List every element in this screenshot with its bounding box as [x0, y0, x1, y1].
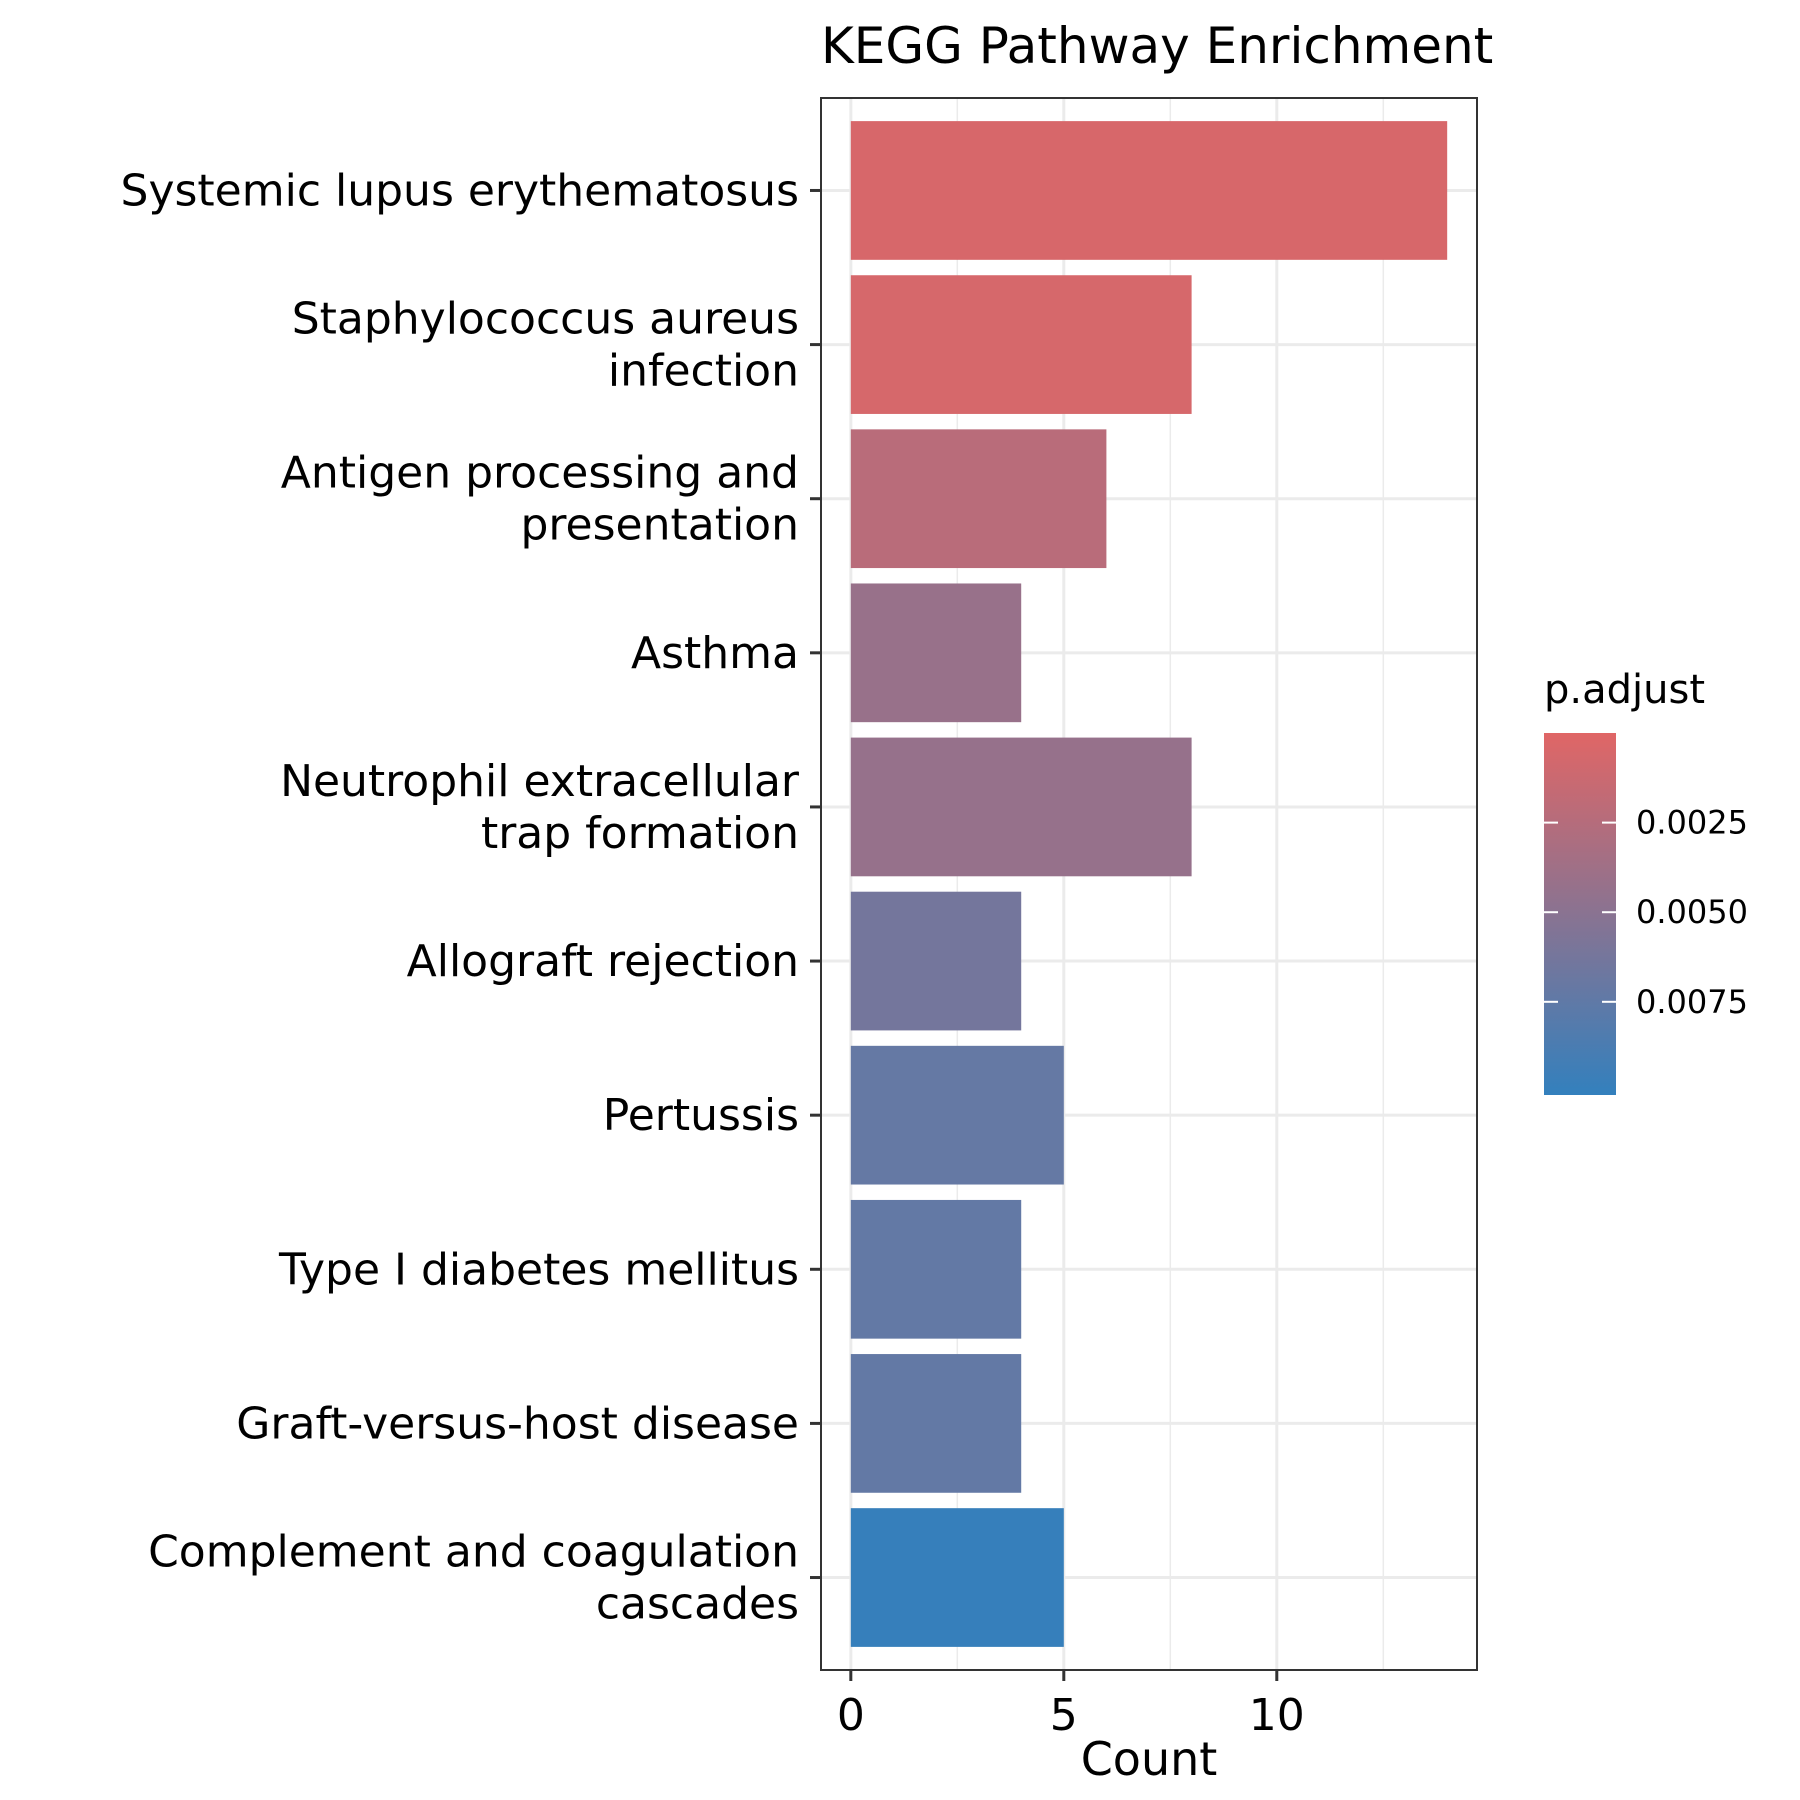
- y-tick-label: Neutrophil extracellular trap formation: [280, 756, 800, 859]
- bar: [850, 1354, 1022, 1493]
- chart-title: KEGG Pathway Enrichment: [821, 17, 1493, 75]
- bar: [850, 1045, 1064, 1185]
- legend-tick-label: 0.0075: [1636, 983, 1748, 1021]
- x-tick-label: 0: [837, 1690, 865, 1741]
- x-axis-title: Count: [1081, 1732, 1218, 1786]
- bar: [850, 429, 1107, 569]
- y-tick-label: Pertussis: [603, 1090, 799, 1141]
- y-tick-label: Systemic lupus erythematosus: [121, 165, 799, 216]
- y-tick-label: Asthma: [631, 628, 799, 679]
- y-tick-label: Graft-versus-host disease: [236, 1398, 799, 1449]
- bar: [850, 583, 1022, 723]
- bar: [850, 1199, 1022, 1339]
- y-tick-label: Complement and coagulation cascades: [148, 1527, 799, 1630]
- bars: [850, 121, 1448, 1647]
- plot-border: [820, 97, 1478, 1671]
- colorbar-legend: p.adjust 0.0025 0.0050 0.0075: [1544, 667, 1748, 1095]
- legend-colorbar: [1544, 733, 1616, 1095]
- legend-title: p.adjust: [1544, 667, 1705, 713]
- y-tick-label: Allograft rejection: [407, 936, 799, 987]
- y-axis: Systemic lupus erythematosus Staphylococc…: [121, 165, 821, 1630]
- legend-tick-label: 0.0025: [1636, 804, 1748, 842]
- bar: [850, 891, 1022, 1031]
- y-tick-label: Type I diabetes mellitus: [278, 1244, 799, 1295]
- y-tick-label: Staphylococcus aureus infection: [292, 294, 799, 397]
- x-axis: 0 5 10: [837, 1670, 1305, 1741]
- legend-tick-label: 0.0050: [1636, 893, 1748, 931]
- legend-ticks: 0.0025 0.0050 0.0075: [1544, 804, 1748, 1021]
- bar: [850, 1508, 1064, 1647]
- bar: [850, 275, 1192, 414]
- x-tick-label: 5: [1050, 1690, 1078, 1741]
- x-tick-label: 10: [1249, 1690, 1305, 1741]
- bar: [850, 121, 1448, 260]
- y-tick-label: Antigen processing and presentation: [281, 448, 799, 551]
- bar: [850, 737, 1192, 877]
